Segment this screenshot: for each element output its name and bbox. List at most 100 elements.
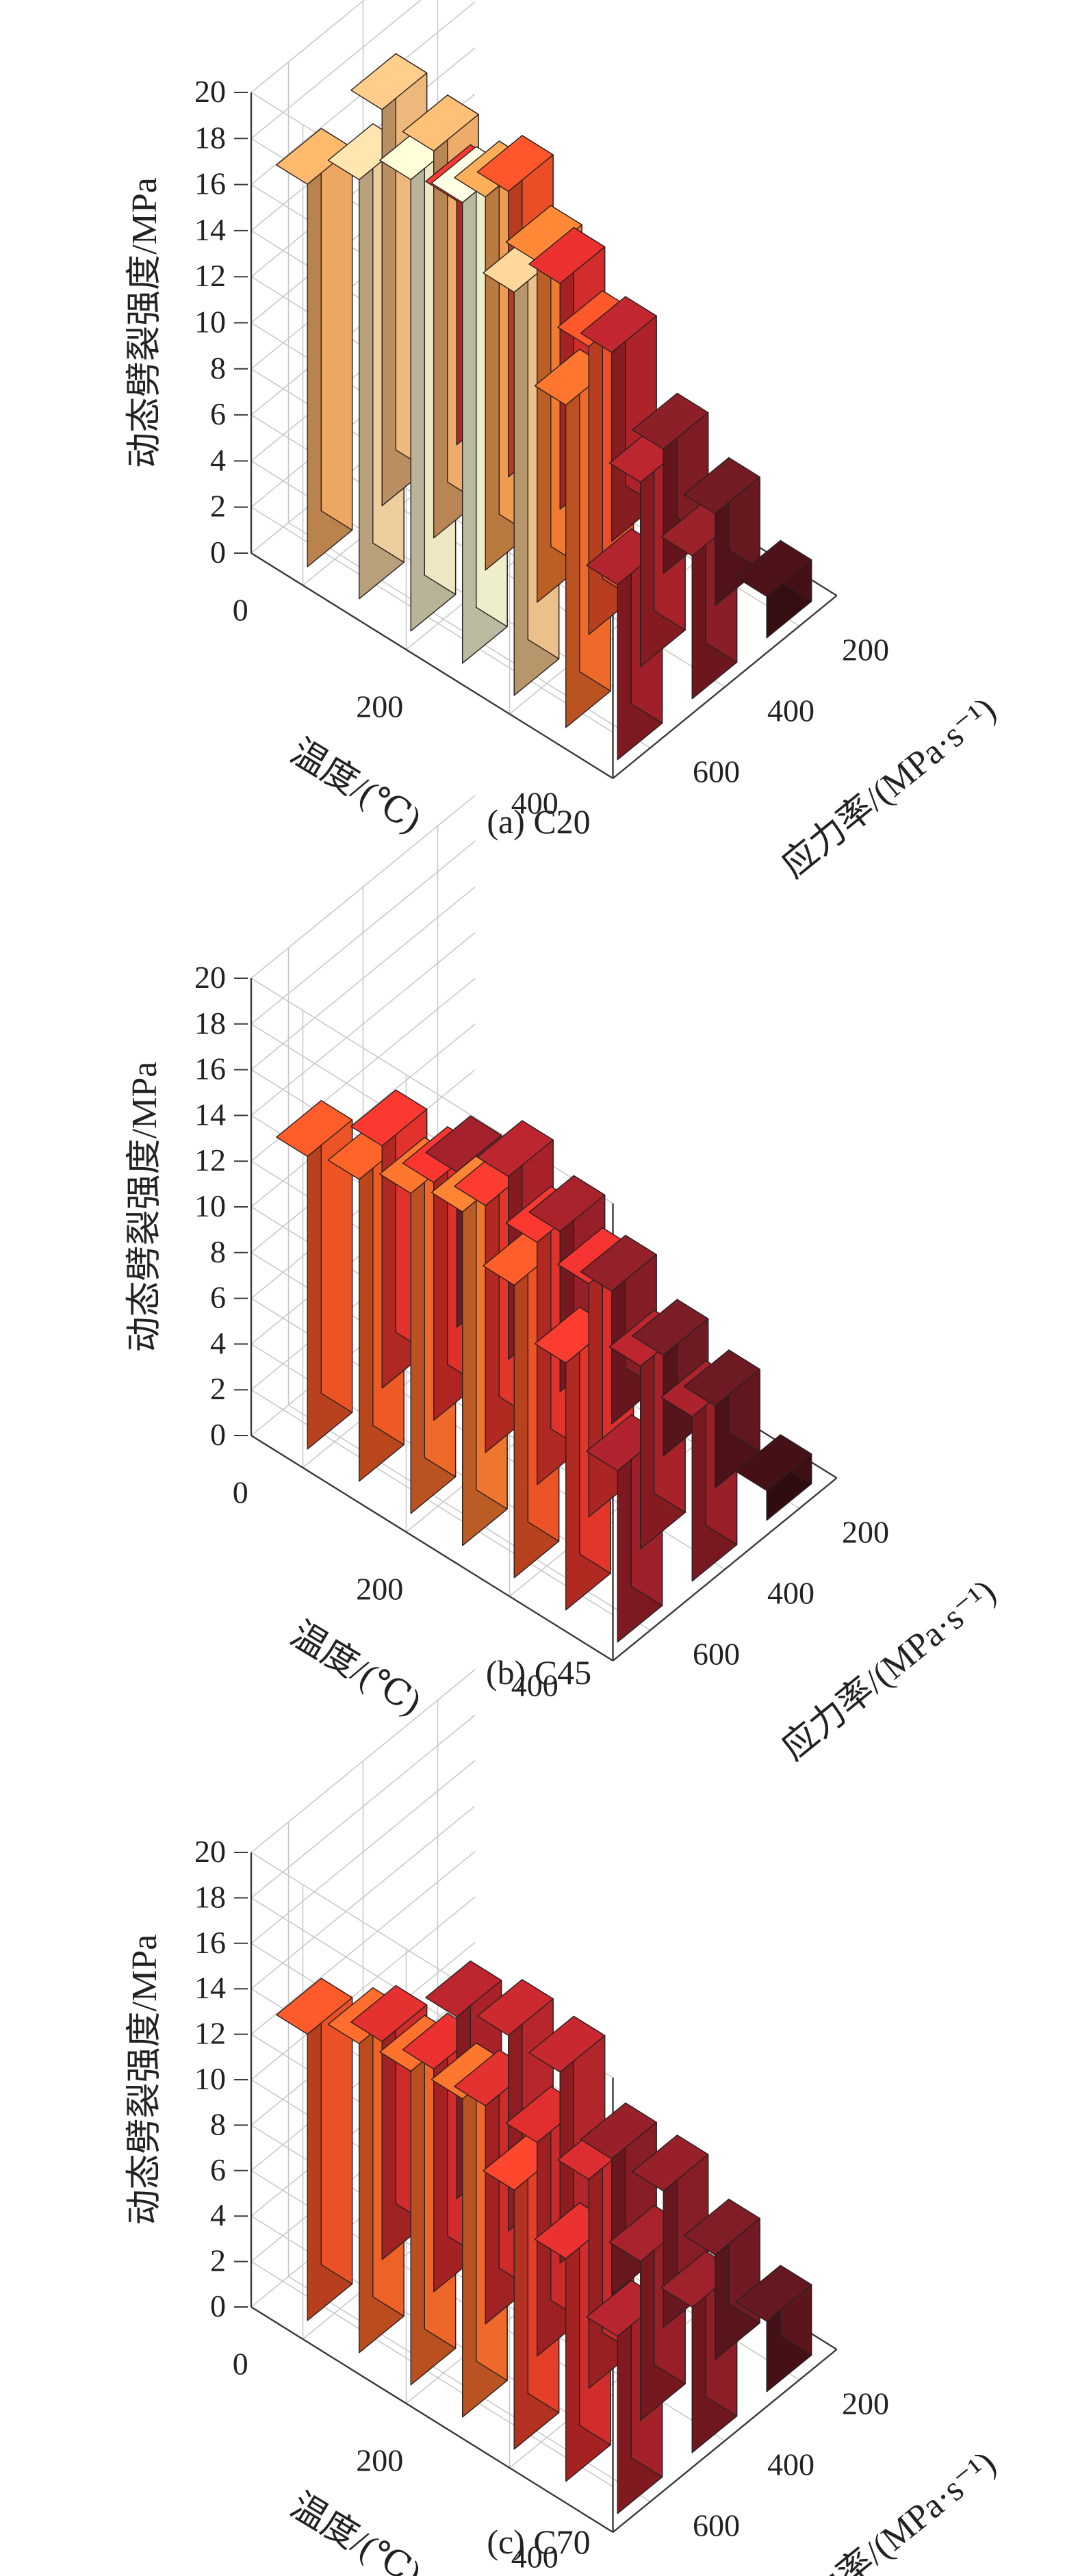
bar-top [683, 457, 760, 514]
z-axis-title: 动态劈裂强度/MPa [125, 1935, 164, 2226]
temperature-front-edge [612, 595, 838, 779]
z-tick-label: 2 [210, 489, 226, 524]
temperature-tick-label: 200 [356, 2443, 403, 2478]
z-tick-label: 14 [194, 1970, 226, 2005]
z-tick-label: 10 [194, 2061, 226, 2096]
z-tick-label: 10 [194, 305, 226, 340]
temperature-tick-label: 400 [511, 786, 559, 821]
temperature-tick-label: 200 [356, 1572, 403, 1607]
bar-top [476, 1120, 554, 1177]
bar-top [350, 53, 428, 110]
z-tick-label: 8 [210, 2106, 226, 2141]
bar [683, 1349, 760, 1489]
bar-top [735, 1434, 812, 1492]
bar-top [632, 392, 709, 450]
z-tick-label: 20 [194, 960, 226, 995]
bar-top [683, 1349, 760, 1407]
bars [276, 53, 812, 761]
bar-top [528, 2015, 606, 2073]
stress-rate-tick-label: 400 [767, 693, 814, 728]
bar-top [476, 1978, 554, 2037]
bars [276, 1089, 812, 1643]
z-tick-label: 18 [194, 120, 226, 155]
temperature-front-edge [612, 1477, 838, 1661]
stress-rate-tick-label: 400 [767, 2447, 814, 2482]
bar-top [580, 296, 657, 353]
z-tick-label: 16 [194, 1925, 226, 1960]
bar [735, 2265, 812, 2393]
bar-top [580, 1234, 657, 1292]
z-tick-label: 16 [194, 1051, 226, 1086]
z-tick-label: 0 [210, 2288, 226, 2323]
temperature-tick-label: 200 [356, 689, 403, 724]
bar [276, 1099, 353, 1450]
temperature-tick-label: 0 [233, 2347, 248, 2382]
z-tick-label: 0 [210, 1417, 226, 1452]
bars [276, 1960, 812, 2514]
chart-panel-2: 024681012141618200200400200400600动态劈裂强度/… [125, 795, 1003, 1768]
temperature-tick-label: 400 [511, 2540, 559, 2575]
bar-top [350, 1089, 428, 1147]
panel-caption: (b) C45 [486, 1653, 591, 1692]
stress-rate-tick-label: 200 [842, 633, 889, 667]
temperature-axis-title: 温度/(℃) [284, 2486, 428, 2576]
z-tick-label: 4 [210, 442, 226, 477]
bar [735, 539, 812, 639]
z-tick-label: 4 [210, 2197, 226, 2232]
z-tick-label: 14 [194, 212, 226, 247]
bar-top [580, 2102, 657, 2160]
temperature-front-edge [612, 2349, 838, 2533]
temperature-axis-line [251, 2306, 614, 2534]
bar-top [476, 135, 554, 192]
z-tick-label: 20 [194, 1834, 226, 1869]
z-tick-label: 20 [194, 74, 226, 109]
bar-top [528, 227, 606, 284]
z-tick-label: 18 [194, 1879, 226, 1914]
z-tick-label: 2 [210, 1371, 226, 1406]
temperature-tick-label: 400 [511, 1668, 559, 1703]
z-tick-label: 0 [210, 535, 226, 570]
temperature-tick-label: 0 [233, 593, 248, 628]
temperature-axis-title: 温度/(℃) [284, 1615, 428, 1723]
z-tick-label: 18 [194, 1006, 226, 1041]
bar-top [425, 1960, 502, 2017]
z-tick-label: 8 [210, 350, 226, 385]
bar-top [735, 539, 812, 597]
bar-top [350, 1985, 428, 2042]
bar [276, 1978, 353, 2321]
bar [276, 127, 353, 568]
bar-top [528, 1175, 606, 1232]
bar [735, 1434, 812, 1521]
bar-top [632, 2134, 709, 2192]
chart-panel-3: 024681012141618200200400200400600动态劈裂强度/… [125, 1669, 1003, 2576]
z-tick-label: 2 [210, 2243, 226, 2278]
z-tick-label: 8 [210, 1234, 226, 1269]
z-axis-title: 动态劈裂强度/MPa [125, 177, 164, 468]
z-tick-label: 16 [194, 166, 226, 201]
bar-top [276, 1978, 353, 2035]
stress-rate-tick-label: 600 [693, 754, 740, 789]
bar [683, 2198, 760, 2360]
temperature-axis-title: 温度/(℃) [284, 732, 428, 841]
bar-face [320, 127, 353, 531]
chart-panel-1: 024681012141618200200400200400600动态劈裂强度/… [125, 0, 1003, 886]
bar-top [425, 1115, 502, 1173]
stress-rate-tick-label: 200 [842, 1515, 889, 1550]
temperature-tick-label: 0 [233, 1475, 248, 1510]
z-tick-label: 12 [194, 258, 226, 293]
bar [586, 2280, 663, 2514]
bar-top [632, 1299, 709, 1356]
stress-rate-tick-label: 200 [842, 2386, 889, 2421]
stress-rate-tick-label: 600 [693, 2508, 740, 2543]
temperature-axis-line [251, 1434, 614, 1662]
z-tick-label: 10 [194, 1188, 226, 1223]
z-tick-label: 6 [210, 396, 226, 431]
temperature-axis-line [251, 552, 614, 780]
z-tick-label: 12 [194, 1143, 226, 1177]
stress-rate-tick-label: 600 [693, 1637, 740, 1672]
bar-top [683, 2198, 760, 2256]
z-tick-label: 14 [194, 1097, 226, 1132]
panel-caption: (a) C20 [487, 802, 590, 841]
z-tick-label: 12 [194, 2016, 226, 2051]
